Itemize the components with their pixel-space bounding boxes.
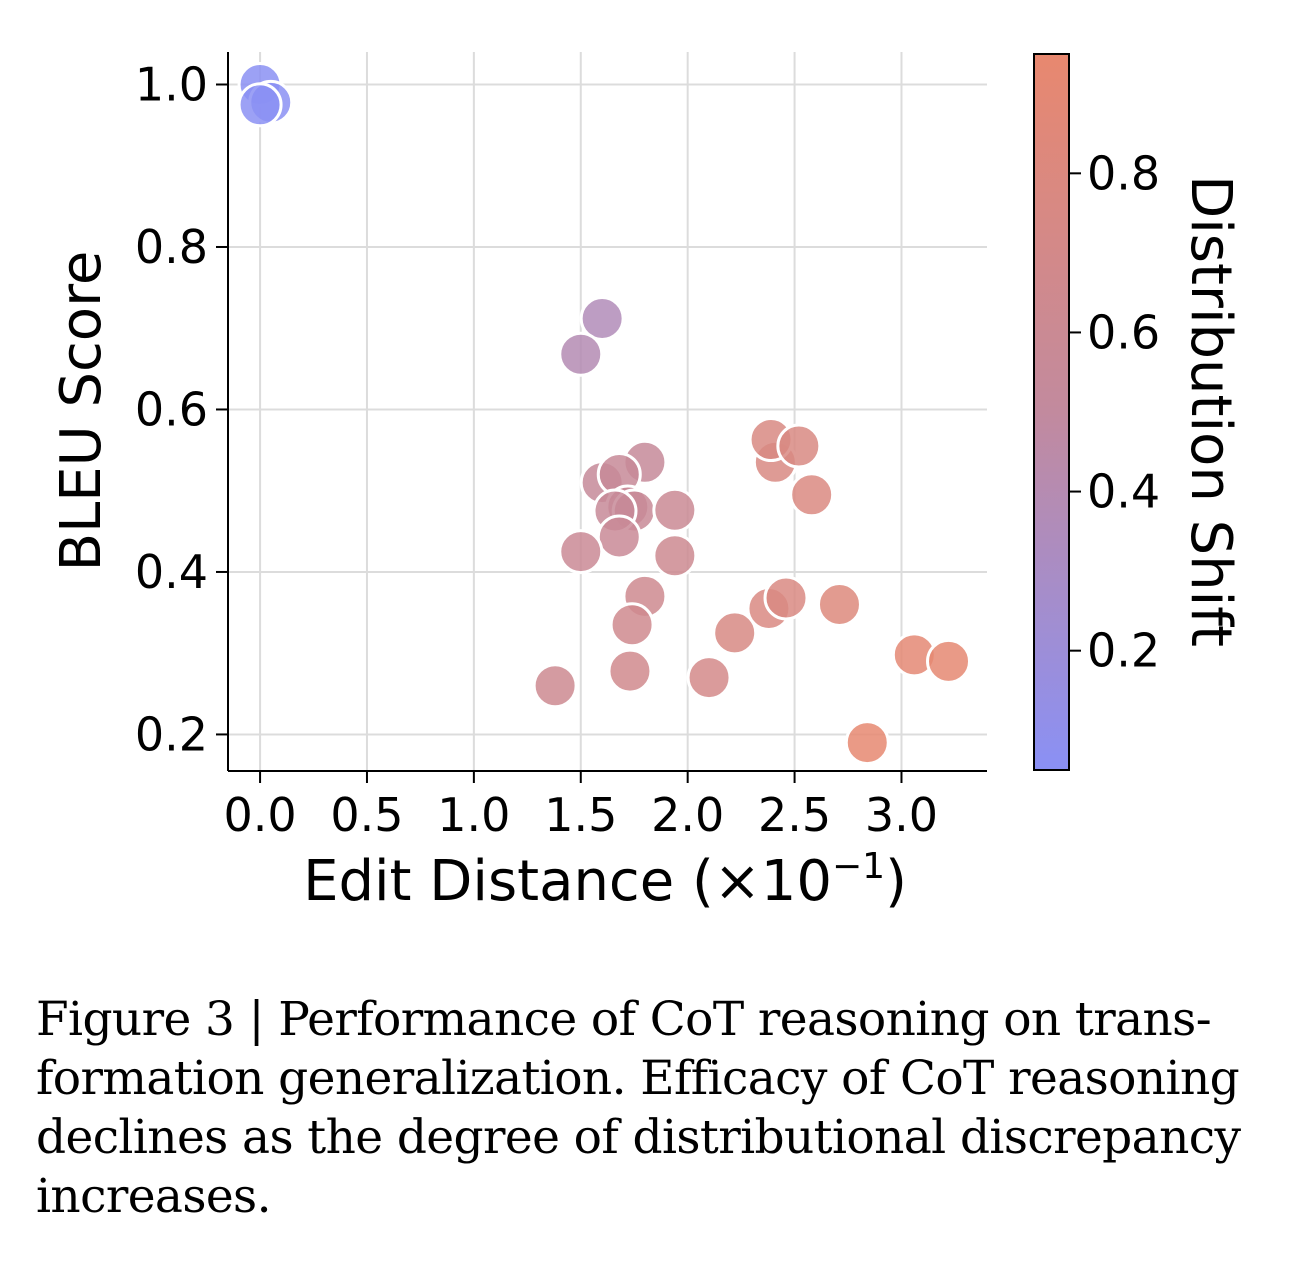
data-point: [763, 575, 809, 621]
y-tick-label: 0.4: [135, 545, 208, 599]
colorbar-tick-label: 0.6: [1087, 305, 1160, 359]
x-axis-title-main: Edit Distance (×10: [303, 849, 832, 914]
data-points: [237, 61, 972, 766]
colorbar-tick-label: 0.4: [1087, 465, 1160, 519]
data-point: [776, 423, 822, 469]
data-point: [596, 514, 642, 560]
x-tick-label: 3.0: [865, 788, 938, 842]
colorbar: 0.2 0.4 0.6 0.8 Distribution Shift: [1033, 53, 1243, 771]
x-axis-title: Edit Distance (×10−1): [303, 846, 907, 914]
data-point: [609, 602, 655, 648]
caption-line-2: formation generalization. Efficacy of Co…: [36, 1051, 1240, 1106]
axes: [227, 52, 987, 772]
grid: [228, 52, 987, 771]
x-axis-title-close: ): [885, 849, 907, 914]
data-point: [607, 648, 653, 694]
colorbar-ticks: 0.2 0.4 0.6 0.8: [1069, 146, 1160, 678]
data-point: [558, 331, 604, 377]
data-point: [532, 663, 578, 709]
caption-line-4: increases.: [36, 1169, 272, 1224]
y-ticks: 0.2 0.4 0.6 0.8 1.0: [135, 57, 228, 761]
scatter-chart: 0.0 0.5 1.0 1.5 2.0 2.5 3.0 0.2 0.4 0.6 0.8 1.0 BL…: [49, 52, 1243, 914]
data-point: [652, 487, 698, 533]
data-point: [558, 529, 604, 575]
data-point: [816, 581, 862, 627]
x-tick-label: 2.5: [758, 788, 831, 842]
data-point: [844, 720, 890, 766]
y-axis-title: BLEU Score: [49, 251, 114, 572]
colorbar-gradient: [1033, 53, 1070, 771]
caption-line-3: declines as the degree of distributional…: [36, 1110, 1241, 1165]
data-point: [579, 295, 625, 341]
y-tick-label: 0.2: [135, 707, 208, 761]
x-tick-label: 1.0: [437, 788, 510, 842]
data-point: [652, 533, 698, 579]
data-point: [686, 655, 732, 701]
data-point: [712, 610, 758, 656]
colorbar-tick-label: 0.8: [1087, 146, 1160, 200]
x-tick-label: 0.5: [330, 788, 403, 842]
colorbar-tick-label: 0.2: [1087, 624, 1160, 678]
caption-line-1: Figure 3 | Performance of CoT reasoning …: [36, 992, 1212, 1047]
x-tick-label: 1.5: [544, 788, 617, 842]
y-tick-label: 0.8: [135, 220, 208, 274]
data-point: [789, 472, 835, 518]
x-tick-label: 2.0: [651, 788, 724, 842]
colorbar-label: Distribution Shift: [1178, 175, 1243, 647]
x-tick-label: 0.0: [223, 788, 296, 842]
x-axis-title-exponent: −1: [832, 846, 885, 887]
y-tick-label: 0.6: [135, 382, 208, 436]
x-ticks: 0.0 0.5 1.0 1.5 2.0 2.5 3.0: [223, 771, 938, 842]
data-point: [237, 82, 283, 128]
figure-caption: Figure 3 | Performance of CoT reasoning …: [36, 990, 1266, 1226]
y-tick-label: 1.0: [135, 57, 208, 111]
data-point: [926, 638, 972, 684]
